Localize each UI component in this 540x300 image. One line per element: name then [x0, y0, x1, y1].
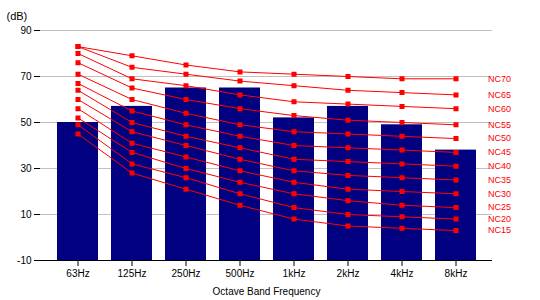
- svg-text:1kHz: 1kHz: [283, 268, 306, 279]
- svg-text:10: 10: [20, 209, 32, 220]
- svg-text:250Hz: 250Hz: [172, 268, 201, 279]
- svg-text:NC70: NC70: [488, 74, 511, 84]
- svg-text:8kHz: 8kHz: [445, 268, 468, 279]
- svg-text:4kHz: 4kHz: [391, 268, 414, 279]
- svg-text:NC65: NC65: [488, 90, 511, 100]
- svg-text:30: 30: [20, 163, 32, 174]
- svg-text:2kHz: 2kHz: [337, 268, 360, 279]
- svg-text:NC45: NC45: [488, 147, 511, 157]
- svg-text:(dB): (dB): [7, 10, 28, 22]
- svg-text:70: 70: [20, 71, 32, 82]
- svg-text:63Hz: 63Hz: [66, 268, 89, 279]
- svg-text:50: 50: [20, 117, 32, 128]
- svg-text:NC60: NC60: [488, 104, 511, 114]
- svg-text:Octave Band Frequency: Octave Band Frequency: [213, 286, 321, 297]
- svg-text:NC15: NC15: [488, 225, 511, 235]
- svg-text:NC30: NC30: [488, 189, 511, 199]
- svg-text:500Hz: 500Hz: [226, 268, 255, 279]
- svg-text:NC35: NC35: [488, 175, 511, 185]
- svg-text:NC55: NC55: [488, 120, 511, 130]
- svg-text:NC50: NC50: [488, 133, 511, 143]
- svg-text:90: 90: [20, 25, 32, 36]
- svg-text:NC40: NC40: [488, 161, 511, 171]
- svg-text:125Hz: 125Hz: [118, 268, 147, 279]
- svg-text:-10: -10: [17, 255, 32, 266]
- svg-text:NC20: NC20: [488, 214, 511, 224]
- svg-text:NC25: NC25: [488, 202, 511, 212]
